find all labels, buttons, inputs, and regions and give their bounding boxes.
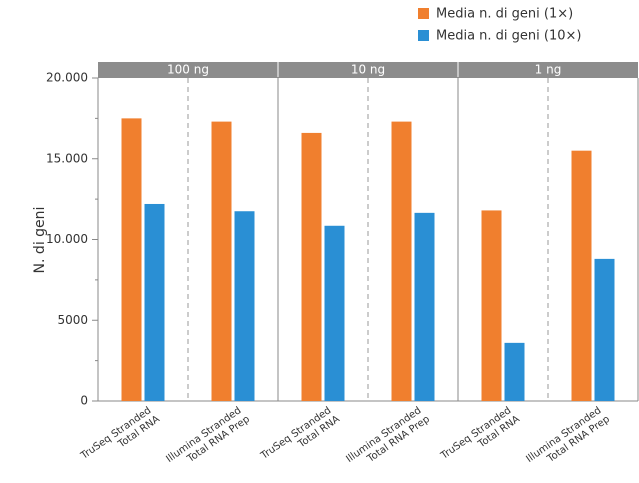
bar [301, 132, 322, 401]
bar [324, 225, 345, 401]
panel-label: 100 ng [167, 63, 209, 77]
panel-header [98, 62, 638, 78]
bar [121, 118, 142, 401]
panel-label: 1 ng [535, 63, 562, 77]
legend-swatch [418, 30, 429, 41]
y-tick-label: 15.000 [46, 151, 88, 165]
y-tick-label: 0 [80, 394, 88, 408]
y-tick-label: 10.000 [46, 232, 88, 246]
bar [594, 258, 615, 401]
y-axis-label: N. di geni [32, 207, 48, 274]
bar [504, 342, 525, 401]
bar [234, 211, 255, 401]
legend-label: Media n. di geni (10×) [436, 29, 582, 44]
bar [481, 210, 502, 401]
y-tick-label: 5000 [57, 313, 88, 327]
legend-label: Media n. di geni (1×) [436, 7, 573, 22]
panel-label: 10 ng [351, 63, 385, 77]
bar [571, 150, 592, 401]
bar [144, 203, 165, 401]
bar [391, 121, 412, 401]
bar [211, 121, 232, 401]
bar [414, 212, 435, 401]
legend-swatch [418, 8, 429, 19]
y-tick-label: 20.000 [46, 71, 88, 85]
